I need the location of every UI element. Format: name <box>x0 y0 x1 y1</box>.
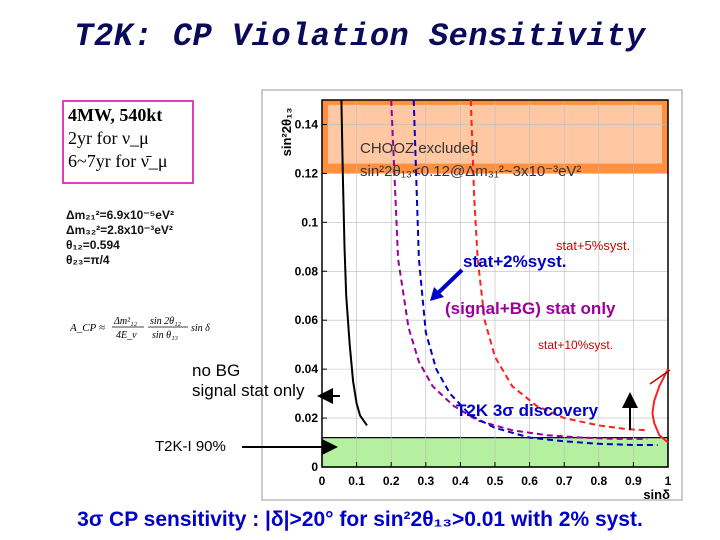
x-tick-label-2: 0.2 <box>383 474 400 488</box>
y-tick-label-1: 0.02 <box>295 411 319 425</box>
chooz-line1: CHOOZ excluded <box>360 140 479 157</box>
stat2-arrow-head <box>430 287 444 301</box>
nobg-label: no BG signal stat only <box>192 361 304 401</box>
x-axis-label: sinδ <box>643 487 670 502</box>
y-axis-label: sin²2θ₁₃ <box>279 108 294 157</box>
x-tick-label-9: 0.9 <box>625 474 642 488</box>
x-tick-label-10: 1 <box>665 474 672 488</box>
param-theta23: θ₂₃=π/4 <box>66 253 110 267</box>
nobg-line1: no BG <box>192 361 241 380</box>
x-tick-label-4: 0.4 <box>452 474 469 488</box>
param-theta12: θ₁₂=0.594 <box>66 238 120 252</box>
y-tick-label-3: 0.06 <box>295 313 319 327</box>
sigbg-label: (signal+BG) stat only <box>445 299 616 318</box>
stat10-arrow <box>649 369 671 385</box>
param-dm21: Δm₂₁²=6.9x10⁻⁵eV² <box>66 208 174 222</box>
stat10-label: stat+10%syst. <box>538 338 614 352</box>
y-tick-label-6: 0.12 <box>295 166 319 180</box>
discovery-label: T2K 3σ discovery <box>456 401 599 420</box>
formula-t1-den: 4E_ν <box>116 330 137 341</box>
y-tick-label-0: 0 <box>311 460 318 474</box>
info-line3: 6~7yr for ν̄_μ <box>68 151 168 171</box>
x-tick-label-1: 0.1 <box>348 474 365 488</box>
stat2-arrow-shaft <box>435 268 464 296</box>
stat2-label: stat+2%syst. <box>463 252 567 271</box>
chart-series <box>340 99 669 446</box>
chooz-label: CHOOZ excluded sin²2θ₁₃<0.12@Δm₃₁²~3x10⁻… <box>360 137 581 183</box>
info-line2: 2yr for ν_μ <box>68 128 149 148</box>
page-title: T2K: CP Violation Sensitivity <box>74 18 646 55</box>
series-line-0 <box>340 99 368 426</box>
formula-t2-num: sin 2θ₁₂ <box>150 316 182 327</box>
formula-t2-den: sin θ₁₃ <box>152 330 179 341</box>
oscillation-parameters: Δm₂₁²=6.9x10⁻⁵eV² Δm₃₂²=2.8x10⁻³eV² θ₁₂=… <box>66 208 174 268</box>
series-line-2 <box>412 99 658 446</box>
bottom-conclusion: 3σ CP sensitivity : |δ|>20° for sin²2θ₁₃… <box>77 508 643 531</box>
series-line-3 <box>469 99 648 432</box>
beam-info-box: 4MW, 540kt 2yr for ν_μ 6~7yr for ν̄_μ <box>62 100 194 184</box>
x-tick-label-3: 0.3 <box>417 474 434 488</box>
x-tick-label-8: 0.8 <box>590 474 607 488</box>
y-tick-label-4: 0.08 <box>295 264 319 278</box>
series-line-4 <box>651 368 669 444</box>
acp-formula-graphic: A_CP ≈ Δm²₁₂ 4E_ν sin 2θ₁₂ sin θ₁₃ sin δ <box>69 316 210 341</box>
y-tick-label-2: 0.04 <box>295 362 319 376</box>
chooz-line2: sin²2θ₁₃<0.12@Δm₃₁²~3x10⁻³eV² <box>360 163 582 180</box>
formula-tail: sin δ <box>191 323 210 334</box>
t2k90-label: T2K-I 90% <box>155 438 226 455</box>
formula-t1-num: Δm²₁₂ <box>113 316 138 327</box>
x-tick-label-5: 0.5 <box>487 474 504 488</box>
series-line-1 <box>390 99 648 440</box>
nobg-line2: signal stat only <box>192 381 305 400</box>
y-tick-label-7: 0.14 <box>295 117 319 131</box>
param-dm32: Δm₃₂²=2.8x10⁻³eV² <box>66 223 173 237</box>
formula-lhs: A_CP ≈ <box>70 322 105 334</box>
x-tick-label-7: 0.7 <box>556 474 573 488</box>
x-tick-label-0: 0 <box>319 474 326 488</box>
stat5-label: stat+5%syst. <box>556 238 631 253</box>
x-tick-label-6: 0.6 <box>521 474 538 488</box>
y-tick-label-5: 0.1 <box>301 215 318 229</box>
info-line1: 4MW, 540kt <box>68 105 163 125</box>
chart-ticks: 0 0.1 0.2 0.3 0.4 0.5 0.6 0.7 0.8 0.9 1 0 0.02 0.04 0.… <box>295 117 672 488</box>
acp-formula: A_CP ≈ Δm²₁₂ 4E_ν sin 2θ₁₂ sin θ₁₃ sin δ <box>69 312 220 346</box>
